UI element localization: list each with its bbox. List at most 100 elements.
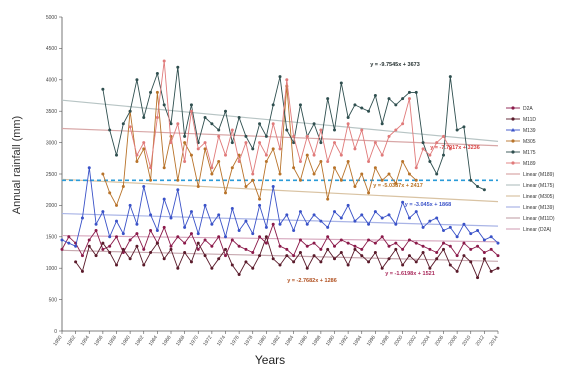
data-point bbox=[373, 210, 377, 214]
data-point bbox=[108, 251, 112, 254]
trend-equation-label: y = -7.7917x + 3236 bbox=[430, 145, 480, 151]
data-point bbox=[244, 185, 248, 189]
data-point bbox=[414, 241, 418, 245]
data-point bbox=[455, 254, 459, 258]
data-point bbox=[496, 241, 500, 245]
data-point bbox=[264, 153, 268, 157]
data-point bbox=[135, 78, 139, 82]
y-tick-label: 500 bbox=[49, 297, 58, 303]
data-point bbox=[278, 147, 282, 151]
data-point bbox=[407, 90, 411, 94]
data-point bbox=[278, 263, 282, 267]
data-point bbox=[217, 235, 221, 239]
data-point bbox=[169, 216, 173, 220]
trend-line bbox=[61, 127, 499, 147]
x-tick-label: 1968 bbox=[175, 335, 186, 348]
data-point bbox=[217, 128, 221, 132]
data-point bbox=[312, 172, 316, 176]
data-point bbox=[319, 128, 323, 132]
data-point bbox=[346, 241, 350, 245]
data-point bbox=[230, 238, 234, 242]
data-point bbox=[183, 225, 187, 229]
data-point bbox=[271, 122, 275, 126]
data-point bbox=[292, 166, 296, 170]
data-point bbox=[305, 266, 309, 270]
data-point bbox=[489, 247, 493, 251]
data-point bbox=[333, 257, 336, 261]
data-point bbox=[210, 244, 214, 248]
data-point bbox=[367, 260, 371, 264]
data-point bbox=[258, 122, 262, 126]
legend-label: M139 bbox=[523, 128, 536, 134]
data-point bbox=[251, 266, 255, 270]
data-point bbox=[162, 197, 166, 201]
x-tick-label: 1990 bbox=[325, 335, 336, 348]
data-point bbox=[258, 254, 262, 258]
data-point bbox=[210, 222, 214, 226]
series-line bbox=[129, 60, 451, 175]
data-point bbox=[67, 241, 71, 245]
data-point bbox=[353, 185, 357, 189]
data-point bbox=[489, 269, 493, 273]
data-point bbox=[387, 134, 391, 138]
data-point bbox=[292, 254, 296, 258]
data-point bbox=[101, 172, 105, 176]
data-point bbox=[210, 266, 214, 270]
data-point bbox=[414, 210, 418, 214]
y-axis-label: Annual rainfall (mm) bbox=[11, 116, 23, 214]
x-tick-label: 1964 bbox=[148, 335, 159, 348]
data-point bbox=[169, 247, 173, 251]
data-point bbox=[108, 244, 112, 248]
data-point bbox=[121, 122, 125, 126]
data-point bbox=[305, 222, 309, 226]
data-point bbox=[442, 229, 445, 233]
data-point bbox=[217, 257, 221, 261]
data-point bbox=[387, 244, 391, 248]
data-point bbox=[271, 222, 275, 226]
data-point bbox=[115, 235, 118, 239]
data-point bbox=[421, 251, 425, 254]
data-point bbox=[319, 260, 323, 264]
x-tick-label: 1950 bbox=[52, 335, 63, 348]
data-point bbox=[196, 241, 200, 245]
data-point bbox=[428, 219, 432, 223]
data-point bbox=[326, 97, 330, 101]
data-point bbox=[462, 241, 466, 245]
data-point bbox=[176, 178, 180, 182]
data-point bbox=[142, 247, 146, 251]
data-point bbox=[135, 232, 139, 236]
data-point bbox=[196, 247, 200, 251]
legend-label: M189 bbox=[523, 161, 536, 167]
legend-label: M305 bbox=[523, 139, 536, 145]
x-tick-label: 1978 bbox=[243, 335, 254, 348]
data-point bbox=[251, 178, 255, 182]
data-point bbox=[448, 147, 452, 151]
data-point bbox=[162, 257, 166, 261]
plot-area: 0 500 1000 1500 2000 2500 3000 3500 4000 4500 5000… bbox=[46, 15, 555, 347]
data-point bbox=[476, 229, 480, 233]
data-point bbox=[333, 141, 336, 145]
data-point bbox=[360, 213, 364, 217]
data-point bbox=[298, 210, 302, 214]
data-point bbox=[462, 254, 466, 258]
data-point bbox=[135, 244, 139, 248]
data-point bbox=[155, 90, 159, 94]
data-point bbox=[482, 188, 486, 192]
data-point bbox=[176, 122, 180, 126]
data-point bbox=[162, 225, 166, 229]
y-tick-label: 0 bbox=[54, 329, 57, 335]
data-point bbox=[312, 241, 316, 245]
data-point bbox=[176, 65, 180, 69]
data-point bbox=[312, 213, 316, 217]
data-point bbox=[149, 213, 153, 217]
data-point bbox=[346, 122, 350, 126]
data-point bbox=[292, 260, 296, 264]
data-point bbox=[230, 263, 234, 267]
data-point bbox=[237, 153, 241, 157]
data-point bbox=[380, 178, 384, 182]
data-point bbox=[496, 254, 500, 258]
x-tick-label: 1982 bbox=[270, 335, 281, 348]
data-point bbox=[169, 141, 173, 145]
data-point bbox=[278, 244, 282, 248]
data-point bbox=[128, 257, 132, 261]
